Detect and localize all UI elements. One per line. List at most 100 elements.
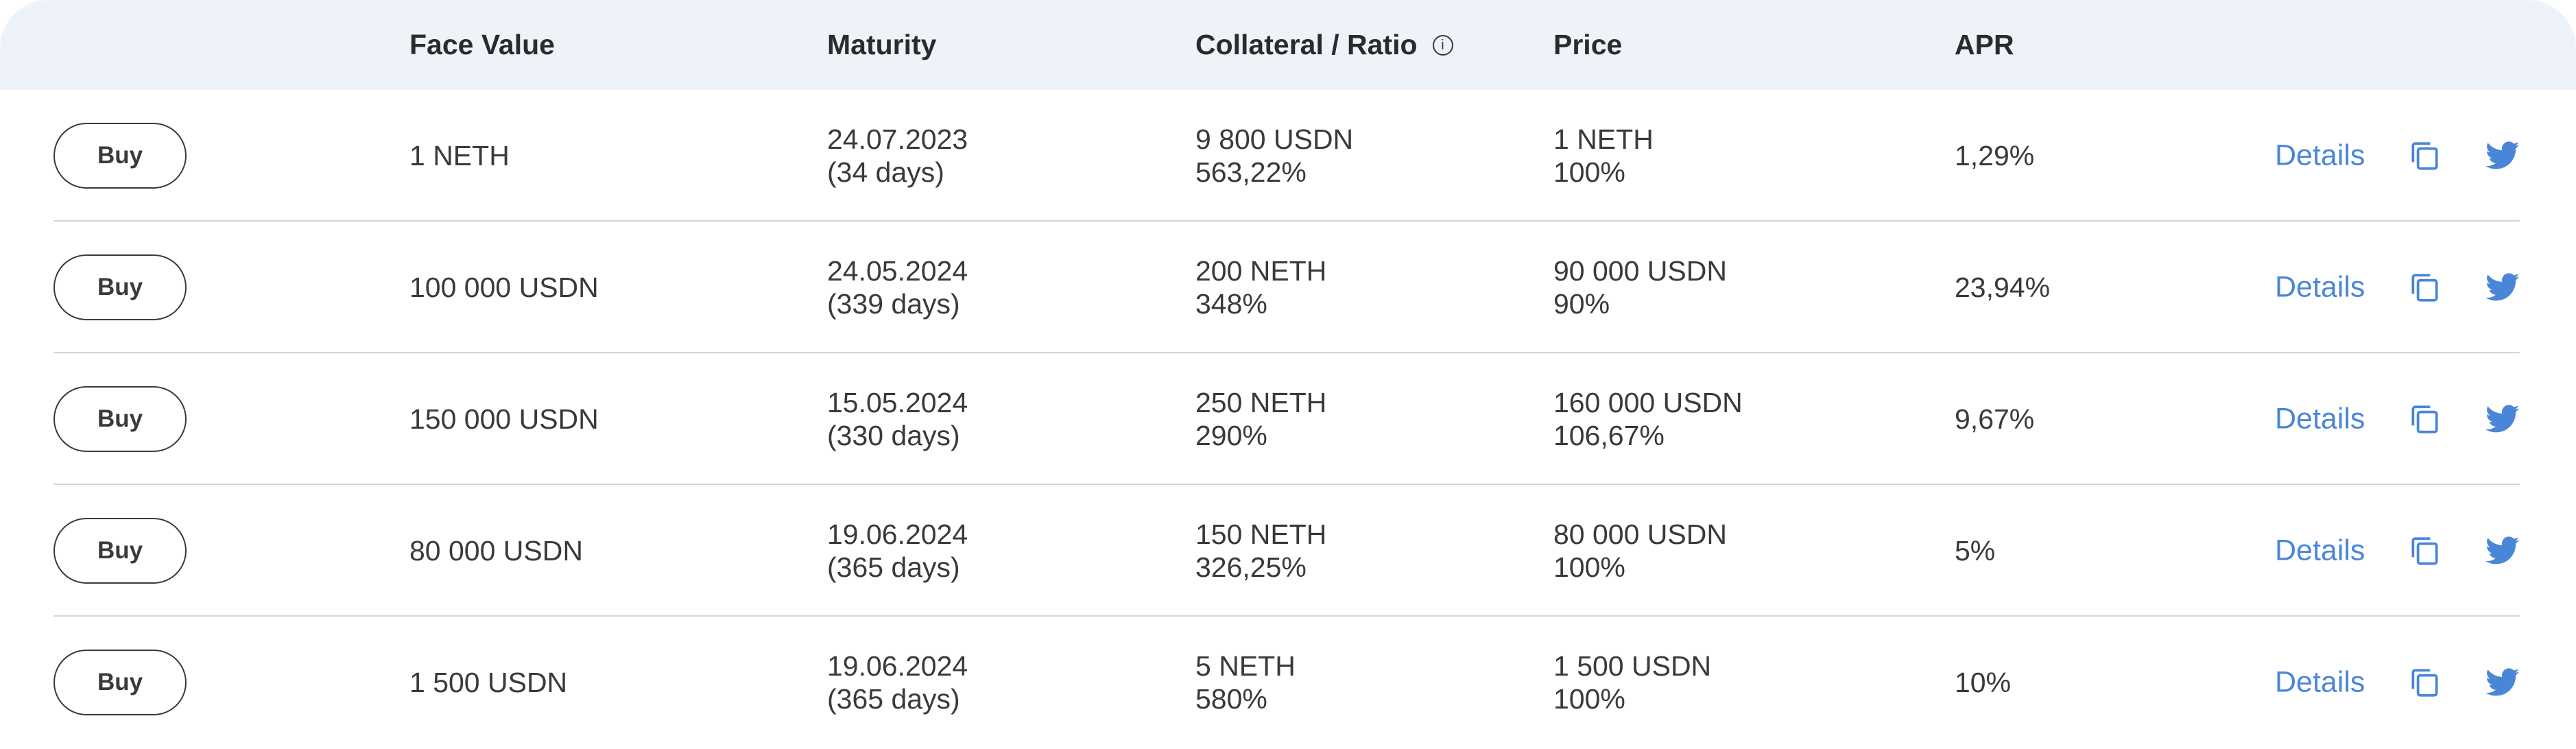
buy-button[interactable]: Buy [53,650,187,715]
collateral-ratio: 563,22% [1195,156,1307,188]
collateral-cell: 9 800 USDN 563,22% [1195,123,1353,189]
header-price-label: Price [1553,29,1623,60]
apr-cell: 9,67% [1955,403,2034,436]
twitter-icon[interactable] [2485,668,2520,697]
maturity-days: (365 days) [827,551,960,583]
maturity-date: 19.06.2024 [827,650,968,682]
details-link[interactable]: Details [2275,665,2365,699]
table-row: Buy 1 NETH 24.07.2023 (34 days) 9 800 US… [0,90,2576,222]
row-divider [53,352,2520,353]
maturity-days: (34 days) [827,156,944,188]
header-maturity: Maturity [827,0,936,90]
price-cell: 90 000 USDN 90% [1553,254,1727,320]
maturity-date: 24.05.2024 [827,255,968,287]
face-value: 100 000 USDN [409,272,599,303]
details-link[interactable]: Details [2275,270,2365,304]
apr-value: 1,29% [1955,140,2035,171]
copy-icon[interactable] [2407,270,2442,305]
table-header: Face Value Maturity Collateral / Ratio i… [0,0,2576,90]
twitter-icon[interactable] [2485,141,2520,170]
maturity-cell: 15.05.2024 (330 days) [827,386,968,452]
apr-cell: 10% [1955,666,2011,699]
apr-cell: 1,29% [1955,139,2034,172]
maturity-days: (365 days) [827,683,960,715]
table-row: Buy 150 000 USDN 15.05.2024 (330 days) 2… [0,353,2576,485]
maturity-date: 24.07.2023 [827,123,968,155]
collateral-cell: 5 NETH 580% [1195,650,1296,715]
apr-value: 23,94% [1955,272,2051,303]
maturity-days: (330 days) [827,420,960,451]
twitter-icon[interactable] [2485,405,2520,433]
buy-button[interactable]: Buy [53,518,187,584]
header-maturity-label: Maturity [827,29,937,60]
collateral-ratio: 290% [1195,420,1267,451]
copy-icon[interactable] [2407,534,2442,568]
maturity-cell: 19.06.2024 (365 days) [827,518,968,584]
price-percent: 106,67% [1553,420,1665,451]
apr-value: 9,67% [1955,403,2035,435]
buy-button[interactable]: Buy [53,123,187,189]
details-link[interactable]: Details [2275,534,2365,567]
price-percent: 100% [1553,156,1625,188]
table-body: Buy 1 NETH 24.07.2023 (34 days) 9 800 US… [0,90,2576,748]
copy-icon[interactable] [2407,665,2442,700]
face-value: 150 000 USDN [409,403,599,435]
row-divider [53,615,2520,617]
price-cell: 80 000 USDN 100% [1553,518,1727,584]
collateral-ratio: 326,25% [1195,551,1307,583]
apr-cell: 23,94% [1955,271,2050,304]
price-cell: 1 500 USDN 100% [1553,650,1711,715]
info-circle-icon[interactable]: i [1432,34,1453,56]
collateral-ratio: 348% [1195,288,1267,320]
maturity-days: (339 days) [827,288,960,320]
price-percent: 100% [1553,551,1625,583]
twitter-icon[interactable] [2485,273,2520,302]
row-divider [53,220,2520,222]
face-value: 1 500 USDN [409,667,568,698]
header-collateral-ratio-label: Collateral / Ratio [1195,29,1418,60]
header-collateral-ratio: Collateral / Ratio i [1195,0,1453,90]
apr-value: 5% [1955,535,1996,567]
face-value: 80 000 USDN [409,535,583,567]
maturity-cell: 24.05.2024 (339 days) [827,254,968,320]
price-percent: 100% [1553,683,1625,715]
buy-button[interactable]: Buy [53,386,187,452]
collateral-amount: 150 NETH [1195,519,1327,550]
copy-icon[interactable] [2407,139,2442,173]
maturity-date: 19.06.2024 [827,519,968,550]
collateral-amount: 9 800 USDN [1195,123,1354,155]
copy-icon[interactable] [2407,402,2442,436]
header-price: Price [1553,0,1622,90]
price-cell: 1 NETH 100% [1553,123,1654,189]
collateral-amount: 250 NETH [1195,387,1327,418]
face-value-cell: 80 000 USDN [409,534,583,567]
face-value-cell: 100 000 USDN [409,271,599,304]
price-amount: 90 000 USDN [1553,255,1727,287]
table-row: Buy 100 000 USDN 24.05.2024 (339 days) 2… [0,222,2576,353]
collateral-cell: 250 NETH 290% [1195,386,1326,452]
table-row: Buy 80 000 USDN 19.06.2024 (365 days) 15… [0,485,2576,617]
header-apr-label: APR [1955,29,2014,60]
apr-cell: 5% [1955,534,1995,567]
price-amount: 160 000 USDN [1553,387,1743,418]
header-face-value-label: Face Value [409,29,555,60]
details-link[interactable]: Details [2275,402,2365,436]
details-link[interactable]: Details [2275,139,2365,172]
header-apr: APR [1955,0,2014,90]
maturity-cell: 19.06.2024 (365 days) [827,650,968,715]
collateral-cell: 200 NETH 348% [1195,254,1326,320]
twitter-icon[interactable] [2485,536,2520,565]
face-value-cell: 1 500 USDN [409,666,567,699]
face-value-cell: 1 NETH [409,139,510,172]
maturity-date: 15.05.2024 [827,387,968,418]
price-amount: 80 000 USDN [1553,519,1727,550]
table-row: Buy 1 500 USDN 19.06.2024 (365 days) 5 N… [0,617,2576,748]
row-divider [53,484,2520,485]
price-percent: 90% [1553,288,1610,320]
face-value-cell: 150 000 USDN [409,403,599,436]
maturity-cell: 24.07.2023 (34 days) [827,123,968,189]
price-cell: 160 000 USDN 106,67% [1553,386,1743,452]
buy-button[interactable]: Buy [53,254,187,320]
header-face-value: Face Value [409,0,555,90]
